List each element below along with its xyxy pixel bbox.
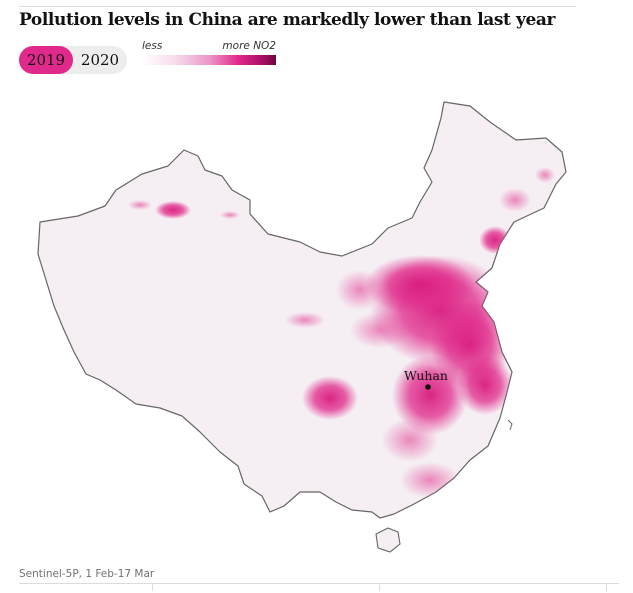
- wuhan-marker: [425, 384, 431, 390]
- source-note: Sentinel-5P, 1 Feb-17 Mar: [19, 568, 155, 580]
- year-toggle: 2019 2020: [19, 46, 127, 74]
- chart-title: Pollution levels in China are markedly l…: [19, 10, 556, 30]
- legend-low-label: less: [142, 40, 163, 52]
- bottom-tick: [152, 583, 153, 591]
- china-outline: [37, 101, 567, 519]
- hainan-island: [375, 527, 401, 553]
- year-2020-button[interactable]: 2020: [73, 46, 127, 74]
- legend-high-label: more NO2: [222, 40, 276, 52]
- bottom-rule: [19, 583, 619, 584]
- color-legend: less more NO2: [142, 40, 276, 65]
- year-2019-button[interactable]: 2019: [19, 46, 73, 74]
- wuhan-label: Wuhan: [404, 368, 448, 383]
- no2-density-overlay: [128, 167, 555, 498]
- bottom-tick: [606, 583, 607, 591]
- china-no2-map: Wuhan: [37, 101, 567, 553]
- east-coast-islands: [507, 419, 513, 431]
- bottom-tick: [379, 583, 380, 591]
- top-rule: [19, 6, 576, 7]
- legend-gradient-bar: [142, 55, 276, 65]
